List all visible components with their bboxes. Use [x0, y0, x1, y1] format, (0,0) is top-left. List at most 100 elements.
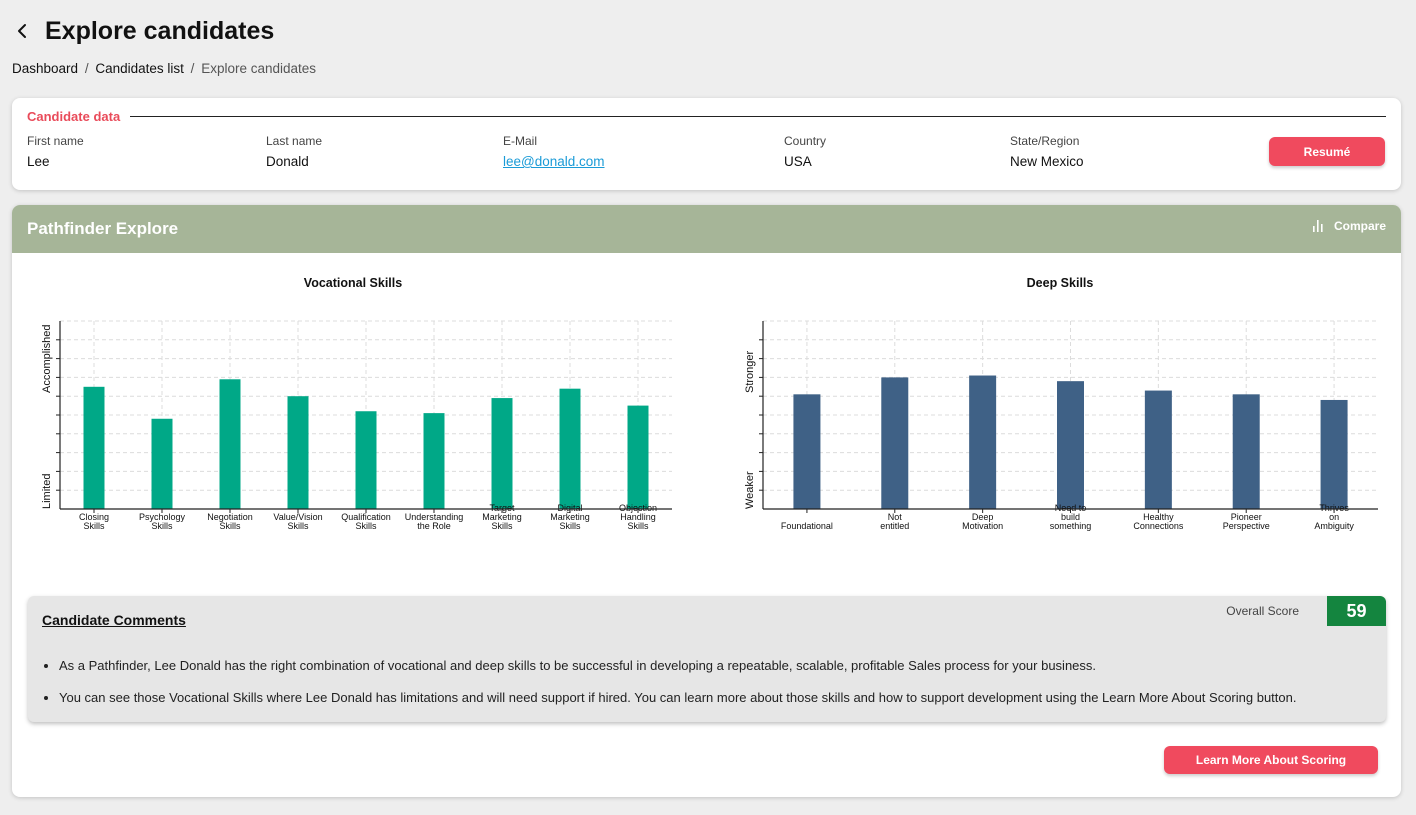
last-name-value: Donald	[266, 154, 309, 169]
chart-bar	[219, 379, 241, 509]
first-name-field: First name Lee	[27, 134, 84, 169]
bar-chart-icon	[1312, 219, 1324, 233]
chart-bar	[1144, 390, 1172, 509]
email-label: E-Mail	[503, 134, 538, 148]
compare-label: Compare	[1333, 219, 1386, 233]
x-tick-label: Digital	[557, 503, 582, 513]
page-title: Explore candidates	[45, 16, 275, 45]
breadcrumb-dashboard[interactable]: Dashboard	[12, 61, 79, 76]
section-divider	[130, 116, 1386, 117]
x-tick-label: Closing	[79, 512, 109, 522]
breadcrumb: Dashboard / Candidates list / Explore ca…	[12, 61, 316, 76]
x-tick-label: Not	[888, 512, 903, 522]
x-tick-label: Perspective	[1223, 521, 1270, 531]
x-tick-label: Skills	[559, 521, 581, 531]
x-tick-label: Thrives	[1319, 503, 1349, 513]
breadcrumb-separator: /	[84, 61, 89, 76]
email-field: E-Mail lee@donald.com	[503, 134, 605, 169]
chart-bar	[1232, 394, 1260, 509]
chart-bar	[1057, 381, 1084, 509]
y-label-bottom: Weaker	[744, 471, 756, 509]
x-tick-label: Skills	[627, 521, 649, 531]
x-tick-label: Skills	[219, 521, 241, 531]
page-header: Explore candidates	[12, 16, 274, 46]
pathfinder-header: Pathfinder Explore Compare	[12, 205, 1401, 253]
x-tick-label: Skills	[287, 521, 309, 531]
y-label-top: Stronger	[744, 350, 756, 393]
candidate-comments-panel: Candidate Comments Overall Score 59 As a…	[28, 596, 1386, 722]
x-tick-label: Foundational	[781, 521, 833, 531]
chart-bar	[151, 418, 173, 509]
x-tick-label: something	[1050, 521, 1092, 531]
x-tick-label: Handling	[620, 512, 656, 522]
state-value: New Mexico	[1010, 154, 1084, 169]
first-name-label: First name	[27, 134, 84, 148]
x-tick-label: Ambiguity	[1314, 521, 1354, 531]
chart-bar	[355, 411, 377, 509]
x-tick-label: Need to	[1055, 503, 1087, 513]
x-tick-label: Motivation	[962, 521, 1003, 531]
chart-bar	[423, 413, 445, 509]
x-tick-label: Marketing	[482, 512, 522, 522]
chart-bar	[881, 377, 909, 509]
x-tick-label: Skills	[151, 521, 173, 531]
y-label-top: Accomplished	[41, 325, 53, 393]
chart-bar	[627, 405, 649, 509]
comment-item: As a Pathfinder, Lee Donald has the righ…	[59, 658, 1369, 674]
x-tick-label: Deep	[972, 512, 994, 522]
x-tick-label: Skills	[491, 521, 513, 531]
country-label: Country	[784, 134, 827, 148]
country-field: Country USA	[784, 134, 826, 169]
learn-more-button[interactable]: Learn More About Scoring	[1164, 746, 1378, 774]
chevron-left-icon	[18, 24, 26, 38]
x-tick-label: Psychology	[139, 512, 186, 522]
y-label-bottom: Limited	[41, 474, 53, 509]
x-tick-label: the Role	[417, 521, 451, 531]
chart-bar	[1320, 399, 1348, 509]
compare-button[interactable]: Compare	[1312, 219, 1386, 233]
last-name-label: Last name	[266, 134, 323, 148]
x-tick-label: entitled	[880, 521, 909, 531]
chart-bar	[793, 394, 821, 509]
overall-score-badge: 59	[1327, 596, 1386, 626]
pathfinder-title: Pathfinder Explore	[27, 219, 179, 238]
x-tick-label: on	[1329, 512, 1339, 522]
x-tick-label: Understanding	[405, 512, 464, 522]
x-tick-label: Target	[489, 503, 515, 513]
overall-score-label: Overall Score	[1226, 604, 1299, 618]
x-tick-label: Negotiation	[207, 512, 253, 522]
chart-bar	[491, 398, 513, 509]
x-tick-label: Objection	[619, 503, 657, 513]
candidate-data-card: Candidate data First name Lee Last name …	[12, 98, 1401, 190]
chart-bar	[969, 375, 997, 509]
x-tick-label: Marketing	[550, 512, 590, 522]
vocational-skills-chart: ClosingSkillsPsychologySkillsNegotiation…	[41, 320, 672, 531]
state-label: State/Region	[1010, 134, 1080, 148]
deep-chart-title: Deep Skills	[1026, 276, 1094, 290]
chart-bar	[287, 396, 309, 509]
comments-title: Candidate Comments	[42, 612, 186, 628]
x-tick-label: Connections	[1133, 521, 1184, 531]
x-tick-label: Skills	[355, 521, 377, 531]
x-tick-label: Pioneer	[1231, 512, 1262, 522]
country-value: USA	[784, 154, 812, 169]
x-tick-label: build	[1061, 512, 1080, 522]
comments-list: As a Pathfinder, Lee Donald has the righ…	[59, 658, 1369, 722]
vocational-chart-title: Vocational Skills	[303, 276, 403, 290]
breadcrumb-current: Explore candidates	[201, 61, 317, 76]
resume-button[interactable]: Resumé	[1269, 137, 1385, 166]
back-button[interactable]	[12, 16, 32, 46]
x-tick-label: Healthy	[1143, 512, 1174, 522]
chart-bar	[83, 386, 105, 509]
breadcrumb-candidates-list[interactable]: Candidates list	[95, 61, 184, 76]
state-field: State/Region New Mexico	[1010, 134, 1084, 169]
candidate-data-title: Candidate data	[27, 109, 121, 124]
breadcrumb-separator: /	[190, 61, 195, 76]
chart-bar	[559, 388, 581, 509]
last-name-field: Last name Donald	[266, 134, 322, 169]
x-tick-label: Skills	[83, 521, 105, 531]
email-link[interactable]: lee@donald.com	[503, 154, 605, 169]
pathfinder-explore-card: Pathfinder Explore Compare Vocational Sk…	[12, 205, 1401, 797]
first-name-value: Lee	[27, 154, 50, 169]
